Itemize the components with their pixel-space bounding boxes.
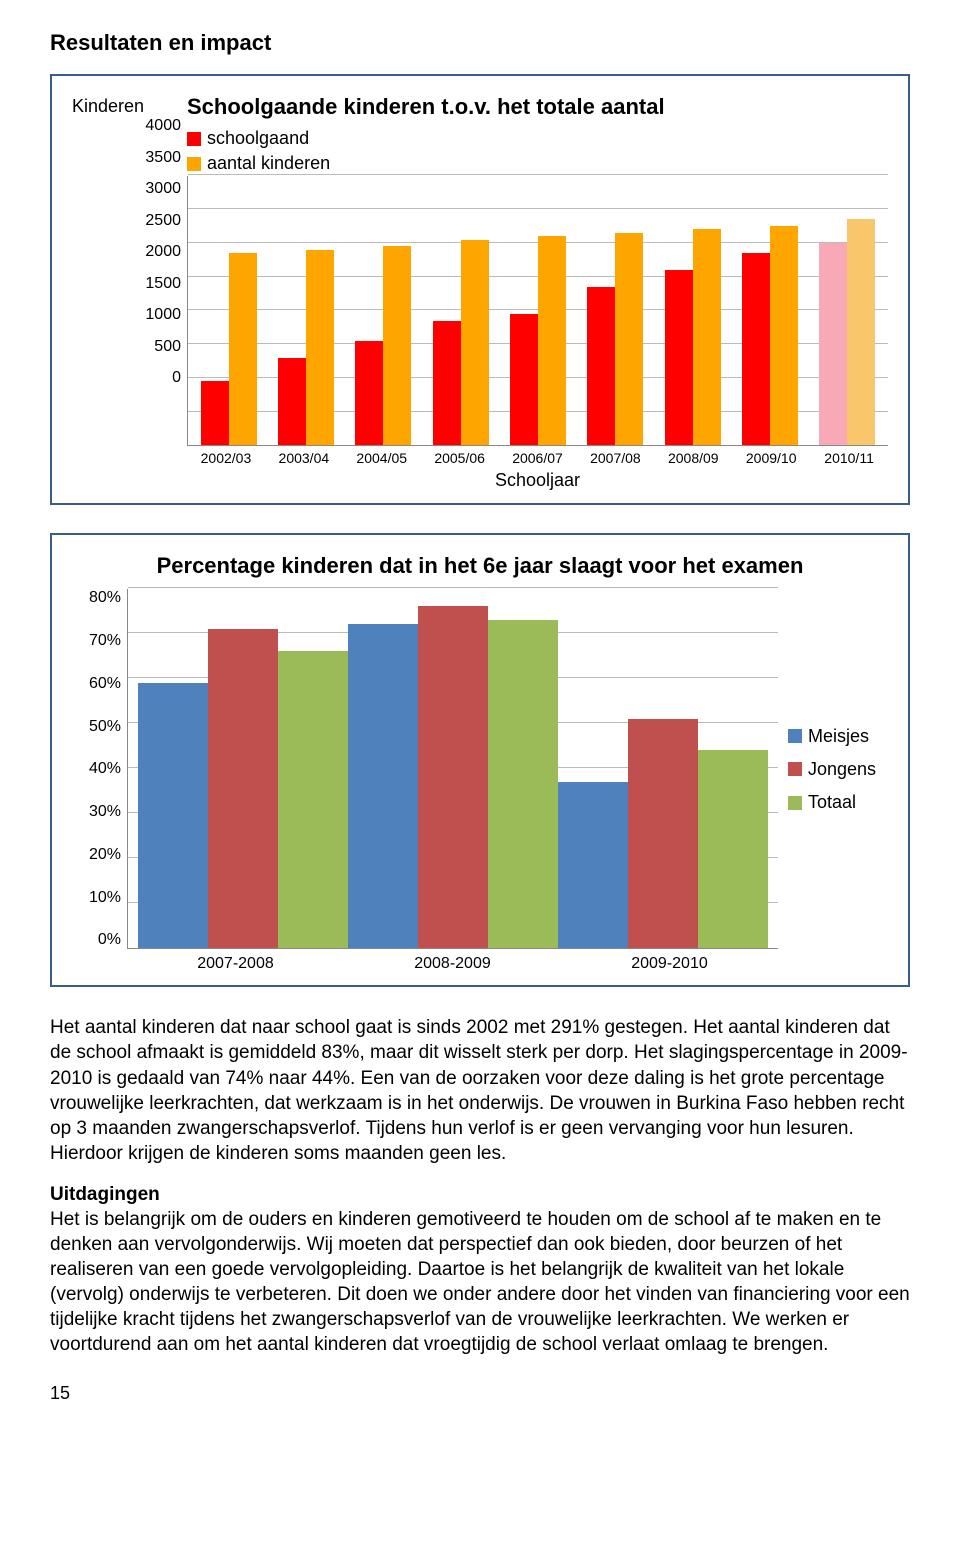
- chart1-yaxis-title: Kinderen: [72, 94, 187, 117]
- chart1-bar-group: [811, 219, 884, 445]
- chart1-bar-schoolgaand: [742, 253, 770, 445]
- chart2-legend-swatch: [788, 729, 802, 743]
- chart2-plot: [127, 589, 778, 949]
- chart2-bar-group: [138, 629, 348, 949]
- chart2-bar-group: [558, 719, 768, 949]
- chart1-bar-group: [192, 253, 265, 445]
- chart2-legend-item: Totaal: [788, 790, 888, 815]
- chart2-bar-jongens: [418, 606, 488, 948]
- paragraph-body: Het is belangrijk om de ouders en kinder…: [50, 1209, 910, 1355]
- paragraph: Het aantal kinderen dat naar school gaat…: [50, 1015, 910, 1165]
- chart1-bar-aantal: [461, 240, 489, 446]
- chart2-bar-jongens: [628, 719, 698, 949]
- chart1-bar-schoolgaand: [819, 243, 847, 446]
- chart2-bar-jongens: [208, 629, 278, 949]
- chart1-legend: schoolgaand aantal kinderen: [187, 126, 888, 176]
- sub-heading: Uitdagingen: [50, 1184, 160, 1205]
- chart1-bar-aantal: [229, 253, 257, 445]
- chart2-box: Percentage kinderen dat in het 6e jaar s…: [50, 533, 910, 987]
- chart2-legend-item: Meisjes: [788, 724, 888, 749]
- chart1-legend-label: aantal kinderen: [207, 151, 330, 176]
- chart1-x-ticks: 2002/032003/042004/052005/062006/072007/…: [187, 450, 888, 466]
- chart1-legend-swatch: [187, 157, 201, 171]
- chart1-bar-schoolgaand: [278, 358, 306, 446]
- chart1-legend-label: schoolgaand: [207, 126, 309, 151]
- chart1-bar-aantal: [693, 229, 721, 445]
- chart2-legend-swatch: [788, 762, 802, 776]
- chart2-legend: Meisjes Jongens Totaal: [778, 589, 888, 949]
- chart2-bar-totaal: [488, 620, 558, 949]
- chart1-bar-schoolgaand: [355, 341, 383, 446]
- chart1-bar-group: [579, 233, 652, 446]
- chart1-bar-group: [733, 226, 806, 445]
- section-title: Resultaten en impact: [50, 30, 910, 56]
- chart1-bar-schoolgaand: [587, 287, 615, 446]
- chart1-bar-aantal: [615, 233, 643, 446]
- chart1-x-axis-title: Schooljaar: [187, 470, 888, 491]
- chart2-legend-label: Totaal: [808, 790, 856, 815]
- chart1-bar-group: [269, 250, 342, 446]
- chart2-legend-swatch: [788, 796, 802, 810]
- chart1-legend-item: schoolgaand: [187, 126, 888, 151]
- chart1-bar-group: [501, 236, 574, 445]
- chart2-title: Percentage kinderen dat in het 6e jaar s…: [72, 553, 888, 579]
- chart1-bar-aantal: [770, 226, 798, 445]
- chart1-plot: [187, 176, 888, 446]
- chart1-bar-schoolgaand: [665, 270, 693, 446]
- chart1-title: Schoolgaande kinderen t.o.v. het totale …: [187, 94, 888, 120]
- chart2-bar-meisjes: [138, 683, 208, 949]
- paragraph: Uitdagingen Het is belangrijk om de oude…: [50, 1182, 910, 1358]
- chart2-legend-label: Jongens: [808, 757, 876, 782]
- chart2-bar-totaal: [698, 750, 768, 948]
- chart2-bar-meisjes: [348, 624, 418, 948]
- chart2-bar-meisjes: [558, 782, 628, 949]
- chart1-bar-group: [424, 240, 497, 446]
- chart1-bar-schoolgaand: [510, 314, 538, 446]
- chart1-bar-group: [347, 246, 420, 445]
- chart2-x-ticks: 2007-20082008-20092009-2010: [127, 955, 778, 973]
- page-number: 15: [50, 1383, 910, 1404]
- chart2-legend-label: Meisjes: [808, 724, 869, 749]
- chart1-bar-aantal: [538, 236, 566, 445]
- body-text: Het aantal kinderen dat naar school gaat…: [50, 1015, 910, 1357]
- chart1-bar-group: [656, 229, 729, 445]
- chart1-bar-aantal: [306, 250, 334, 446]
- chart1-legend-item: aantal kinderen: [187, 151, 888, 176]
- chart2-bar-totaal: [278, 651, 348, 948]
- chart1-y-ticks: 40003500300025002000150010005000: [132, 117, 187, 387]
- chart1-bar-aantal: [383, 246, 411, 445]
- chart1-bar-schoolgaand: [433, 321, 461, 446]
- chart1-legend-swatch: [187, 132, 201, 146]
- chart2-y-ticks: 80%70%60%50%40%30%20%10%0%: [72, 589, 127, 949]
- chart2-legend-item: Jongens: [788, 757, 888, 782]
- chart1-bar-aantal: [847, 219, 875, 445]
- chart2-bar-group: [348, 606, 558, 948]
- chart1-bar-schoolgaand: [201, 381, 229, 445]
- chart1-box: Kinderen 4000350030002500200015001000500…: [50, 74, 910, 505]
